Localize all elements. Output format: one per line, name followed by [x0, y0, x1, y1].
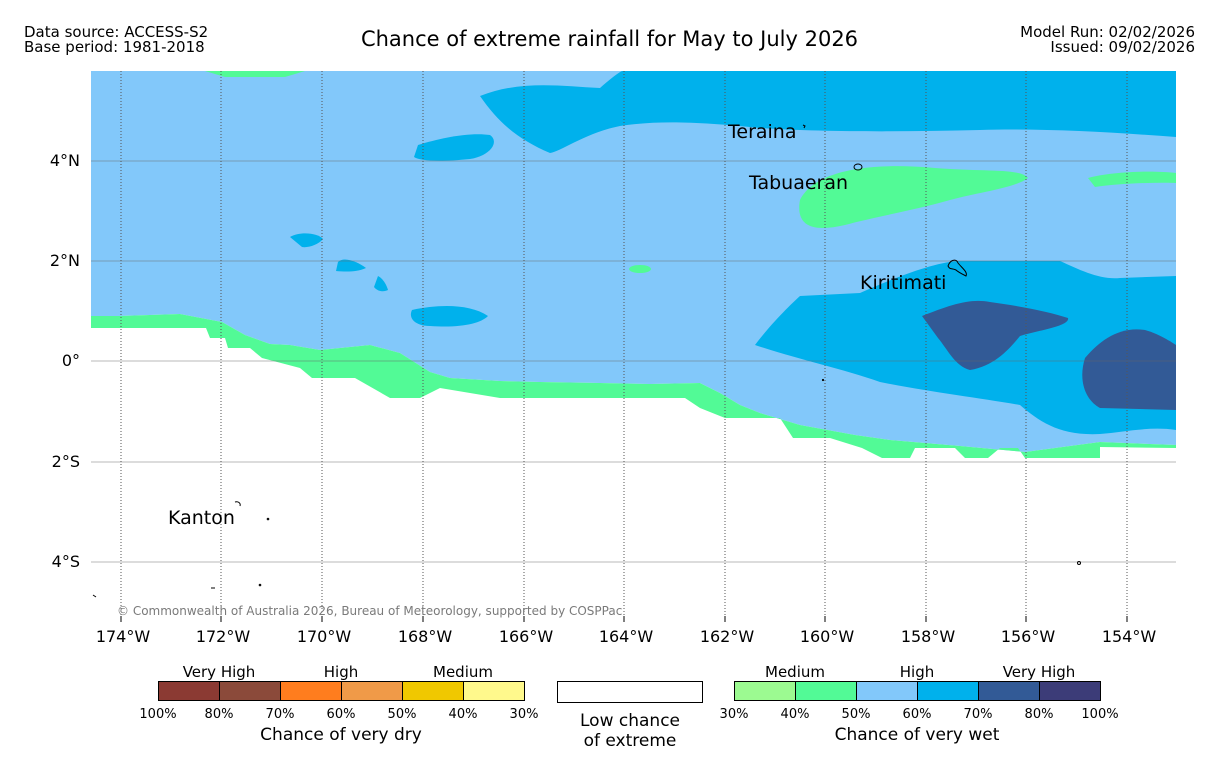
dry-swatch-1 — [220, 682, 281, 700]
lon-label-164w: 164°W — [598, 627, 654, 646]
region-blue-patch-3 — [336, 259, 366, 272]
island-small-1 — [266, 517, 270, 521]
region-blue-patch-5 — [410, 306, 488, 327]
lon-label-168w: 168°W — [397, 627, 453, 646]
grid-lon-lines — [120, 71, 1128, 616]
header-run-info: Model Run: 02/02/2026 Issued: 09/02/2026 — [1020, 25, 1195, 55]
island-kanton — [234, 501, 241, 507]
wet-colorbar — [734, 681, 1101, 701]
wet-swatch-2 — [857, 682, 918, 700]
island-tabuaeran — [853, 163, 863, 171]
low-chance-line2: of extreme — [583, 731, 677, 751]
data-source-label: Data source: ACCESS-S2 — [24, 23, 209, 41]
island-small-6 — [92, 594, 97, 598]
lon-label-174w: 174°W — [95, 627, 151, 646]
lon-label-154w: 154°W — [1101, 627, 1157, 646]
axis-ticks — [120, 616, 1128, 622]
model-run-label: Model Run: 02/02/2026 — [1020, 23, 1195, 41]
dry-swatch-4 — [403, 682, 464, 700]
lat-label-2n: 2°N — [49, 251, 80, 270]
dry-swatch-5 — [464, 682, 524, 700]
wet-swatch-5 — [1040, 682, 1100, 700]
wet-tick-label: 60% — [902, 707, 932, 722]
island-small-4 — [1077, 561, 1081, 565]
low-chance-line1: Low chance — [580, 711, 680, 731]
wet-swatch-1 — [796, 682, 857, 700]
island-kiritimati — [947, 259, 967, 277]
dry-legend-title: Chance of very dry — [260, 725, 422, 745]
dry-tick-label: 60% — [326, 707, 356, 722]
islands — [92, 124, 1081, 598]
wet-tick-label: 50% — [841, 707, 871, 722]
dry-level-very-high: Very High — [182, 663, 256, 681]
grid-lat-lines — [91, 160, 1176, 563]
dry-swatch-0 — [159, 682, 220, 700]
issued-label: Issued: 09/02/2026 — [1050, 38, 1195, 56]
lat-label-4n: 4°N — [49, 151, 80, 170]
lon-label-170w: 170°W — [296, 627, 352, 646]
wet-tick-label: 100% — [1081, 707, 1119, 722]
region-green-east — [1088, 171, 1176, 187]
wet-level-medium: Medium — [765, 663, 825, 681]
wet-swatch-0 — [735, 682, 796, 700]
dry-swatch-2 — [281, 682, 342, 700]
dry-tick-label: 30% — [509, 707, 539, 722]
island-teraina — [802, 124, 806, 129]
lon-label-156w: 156°W — [1000, 627, 1056, 646]
wet-legend-title: Chance of very wet — [834, 725, 1000, 745]
dry-tick-label: 80% — [204, 707, 234, 722]
dry-tick-label: 100% — [139, 707, 177, 722]
lat-label-0: 0° — [61, 351, 80, 370]
lat-label-2s: 2°S — [51, 452, 80, 471]
place-label-teraina: Teraina — [728, 121, 797, 143]
dry-tick-label: 50% — [387, 707, 417, 722]
dry-level-medium: Medium — [433, 663, 493, 681]
lon-label-172w: 172°W — [195, 627, 251, 646]
base-period-label: Base period: 1981-2018 — [24, 38, 205, 56]
lon-label-160w: 160°W — [799, 627, 855, 646]
region-blue-patch-4 — [374, 276, 388, 292]
wet-tick-label: 80% — [1024, 707, 1054, 722]
region-green-tabuaeran — [799, 166, 1028, 229]
lat-label-4s: 4°S — [51, 552, 80, 571]
lon-label-166w: 166°W — [498, 627, 554, 646]
place-label-tabuaeran: Tabuaeran — [749, 172, 849, 194]
region-green-dot — [629, 265, 651, 273]
region-dark-blue-1 — [922, 300, 1069, 370]
region-green-top — [205, 71, 305, 77]
dry-colorbar — [158, 681, 525, 701]
wet-tick-label: 30% — [719, 707, 749, 722]
wet-tick-label: 40% — [780, 707, 810, 722]
dry-tick-label: 70% — [265, 707, 295, 722]
wet-level-high: High — [899, 663, 935, 681]
place-label-kiritimati: Kiritimati — [860, 272, 947, 294]
map-title: Chance of extreme rainfall for May to Ju… — [360, 27, 859, 51]
region-blue-north — [480, 71, 1176, 153]
region-green-band — [91, 314, 1176, 458]
wet-tick-label: 70% — [963, 707, 993, 722]
wet-level-very-high: Very High — [1002, 663, 1076, 681]
wet-swatch-3 — [918, 682, 979, 700]
dry-tick-label: 40% — [448, 707, 478, 722]
lon-label-162w: 162°W — [699, 627, 755, 646]
lon-label-158w: 158°W — [900, 627, 956, 646]
region-blue-patch-2 — [290, 233, 323, 248]
place-label-kanton: Kanton — [168, 507, 235, 529]
wet-swatch-4 — [979, 682, 1040, 700]
island-small-5 — [821, 378, 825, 382]
copyright-notice: © Commonwealth of Australia 2026, Bureau… — [117, 604, 623, 618]
island-small-3 — [258, 583, 262, 587]
region-blue-patch-1 — [414, 134, 494, 161]
header-source-info: Data source: ACCESS-S2 Base period: 1981… — [24, 25, 208, 55]
low-chance-swatch — [557, 681, 703, 703]
dry-swatch-3 — [342, 682, 403, 700]
region-dark-blue-2 — [1082, 329, 1176, 410]
dry-level-high: High — [323, 663, 359, 681]
